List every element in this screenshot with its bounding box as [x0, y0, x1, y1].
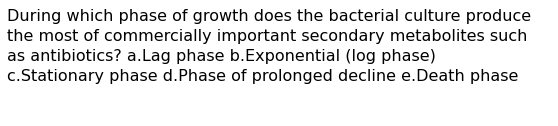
Text: During which phase of growth does the bacterial culture produce
the most of comm: During which phase of growth does the ba…: [7, 9, 531, 84]
